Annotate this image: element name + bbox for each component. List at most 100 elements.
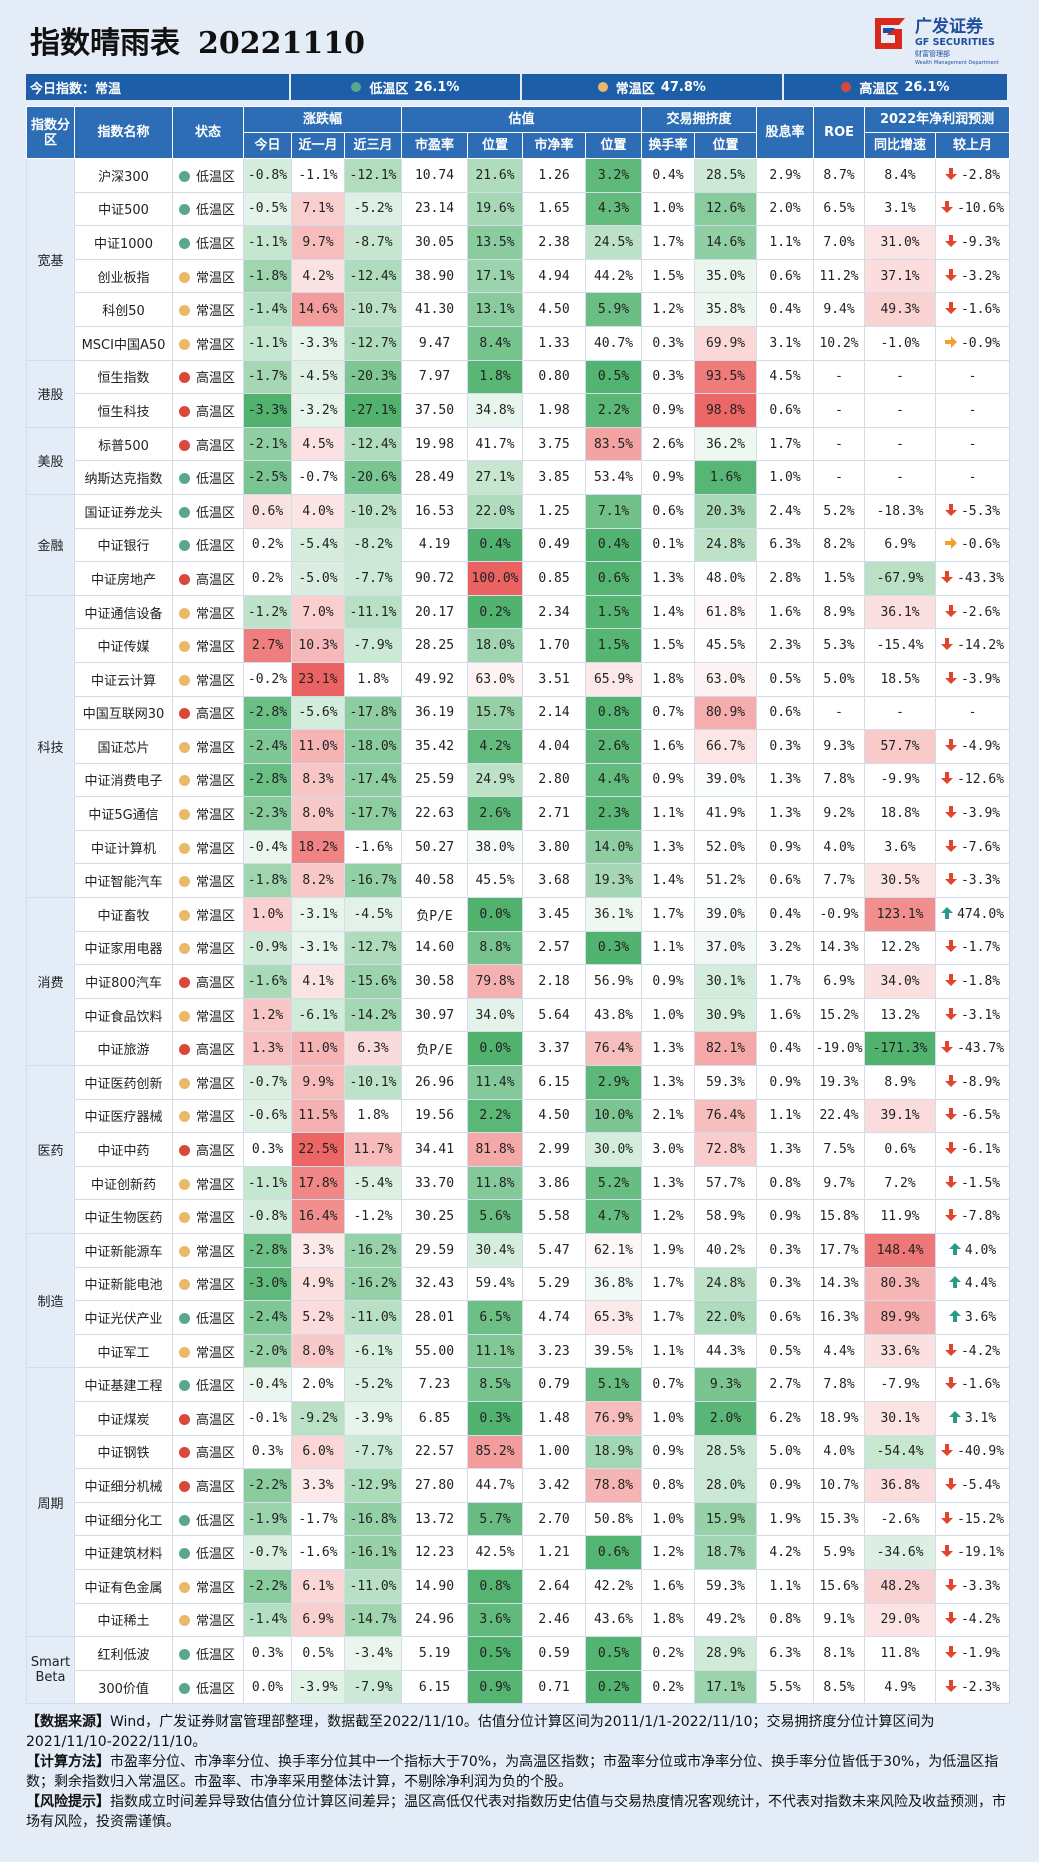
value-cell: -0.7% [243, 1065, 292, 1100]
value-cell: 4.0% [935, 1233, 1011, 1268]
value-cell: -12.7% [343, 325, 403, 361]
cell-text: 中证家用电器 [84, 942, 163, 958]
trend-arrow [944, 806, 957, 819]
trend-arrow-shape [944, 1645, 957, 1658]
state-text: 低温区 [196, 539, 236, 555]
value-cell: 43.8% [585, 997, 643, 1033]
cell-text: 49.92 [414, 671, 455, 687]
state-dot [179, 1111, 190, 1123]
cell-text: 15.8% [819, 1209, 859, 1225]
value-cell: -12.1% [343, 158, 403, 193]
cell-text: -17.4% [349, 772, 397, 788]
state-cell: 低温区 [172, 460, 244, 495]
cell-text: 76.9% [593, 1410, 634, 1426]
cell-text: 5.0% [823, 671, 855, 687]
value-cell: 6.3% [343, 1031, 403, 1067]
trend-arrow-shape [941, 906, 954, 919]
state-cell: 低温区 [172, 1636, 244, 1671]
cell-text: -15.2% [957, 1511, 1005, 1527]
index-name: 中证新能电池 [74, 1266, 173, 1302]
value-cell: 1.3% [641, 1031, 696, 1067]
cell-text: 中证光伏产业 [84, 1311, 163, 1327]
cell-text: 0.4% [769, 1041, 801, 1057]
value-cell: 27.80 [401, 1468, 469, 1503]
value-cell: 62.1% [585, 1233, 643, 1268]
cell-text: 9.2% [823, 806, 855, 822]
value-cell: -12.6% [935, 762, 1011, 798]
trend-arrow [944, 1108, 957, 1121]
cell-text: 0.9% [479, 1679, 511, 1695]
value-cell: 79.8% [467, 964, 524, 999]
value-cell: - [935, 695, 1011, 731]
value-cell: -12.4% [343, 426, 403, 462]
cell-text: -11.0% [349, 1578, 397, 1594]
cell-text: 56.9% [593, 974, 634, 990]
value-cell: 7.8% [813, 1367, 866, 1402]
cell-text: 2.0% [769, 201, 801, 217]
value-cell: 0.8% [641, 1468, 696, 1503]
state-dot [179, 170, 190, 182]
trend-arrow-shape [944, 234, 957, 247]
value-cell: 12.2% [864, 930, 937, 966]
value-cell: 2.14 [522, 695, 587, 731]
cell-text: -43.3% [957, 570, 1005, 586]
cell-text: 中证通信设备 [84, 606, 163, 622]
state-cell: 高温区 [172, 359, 244, 395]
state-text: 低温区 [196, 1379, 236, 1395]
cell-text: 8.7% [823, 167, 855, 183]
index-name: 中证1000 [74, 225, 173, 260]
value-cell: -15.4% [864, 628, 937, 663]
trend-arrow [944, 604, 957, 617]
value-cell: 0.9% [641, 762, 696, 798]
cell-text: 1.2% [652, 1209, 684, 1225]
cell-text: 1.0% [652, 201, 684, 217]
cell-text: -19.0% [815, 1041, 863, 1057]
value-cell: 3.51 [522, 661, 587, 697]
cell-text: 49.3% [880, 302, 920, 318]
value-cell: 1.3% [756, 796, 815, 831]
cell-text: 1.9% [652, 1242, 684, 1258]
cell-text: 48.2% [880, 1578, 920, 1594]
value-cell: 0.5% [467, 1636, 524, 1671]
value-cell: 0.6% [585, 1535, 643, 1570]
cell-text: -1.2% [247, 604, 288, 620]
trend-arrow-shape [944, 268, 957, 281]
value-cell: -0.4% [243, 1367, 292, 1402]
value-cell: 0.9% [756, 829, 815, 865]
value-cell: 0.49 [522, 527, 587, 563]
value-cell: 19.3% [585, 863, 643, 899]
cell-text: 7.5% [823, 1142, 855, 1158]
value-cell: 5.9% [813, 1535, 866, 1570]
value-cell: 8.4% [864, 158, 937, 193]
table-row: 中证消费电子 常温区 -2.8% 8.3% -17.4% 25.59 24.9% 2.80 4.… [27, 762, 1011, 798]
state-text: 高温区 [196, 976, 236, 992]
value-cell: 29.59 [401, 1233, 469, 1268]
cell-text: 0.9% [652, 470, 684, 486]
trend-arrow-shape [944, 167, 957, 180]
cell-text: 29.59 [414, 1242, 455, 1258]
value-cell: 34.0% [864, 964, 937, 999]
table-row: 中证细分化工 低温区 -1.9% -1.7% -16.8% 13.72 5.7% 2.70 50… [27, 1501, 1011, 1537]
value-cell: 0.6% [756, 258, 815, 294]
value-cell: 0.6% [756, 863, 815, 899]
cell-text: 57.7% [880, 738, 920, 754]
value-cell: 15.9% [694, 1501, 758, 1537]
value-cell: 1.25 [522, 493, 587, 529]
cell-text: 4.5% [302, 436, 334, 452]
value-cell: 7.7% [813, 863, 866, 899]
cell-text: 38.90 [414, 268, 455, 284]
index-name: 中证医疗器械 [74, 1098, 173, 1134]
cell-text: 18.5% [880, 671, 920, 687]
value-cell: 0.4% [756, 292, 815, 327]
value-cell: 36.1% [585, 897, 643, 932]
value-cell: 41.7% [467, 426, 524, 462]
value-cell: 39.1% [864, 1098, 937, 1134]
cell-text: -67.9% [876, 570, 924, 586]
cell-text: 0.5% [597, 369, 630, 385]
state-cell: 常温区 [172, 1602, 244, 1638]
value-cell: 37.50 [401, 393, 469, 428]
value-cell: 80.9% [694, 695, 758, 731]
value-cell: 8.4% [467, 325, 524, 361]
value-cell: -3.3% [935, 1568, 1011, 1604]
value-cell: 2.1% [641, 1098, 696, 1134]
